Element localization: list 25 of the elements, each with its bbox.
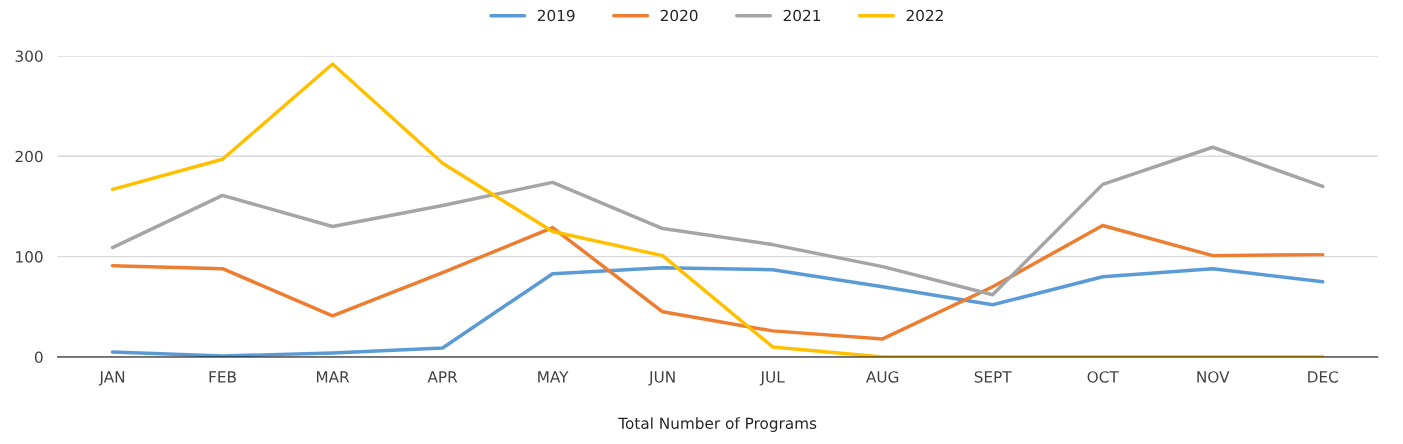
x-tick-label: SEPT bbox=[974, 371, 1012, 383]
x-tick-label: MAY bbox=[538, 371, 569, 383]
legend-label: 2020 bbox=[660, 9, 698, 22]
x-tick-label: APR bbox=[427, 371, 458, 383]
x-tick-label: MAR bbox=[316, 371, 350, 383]
x-axis-title: Total Number of Programs bbox=[618, 417, 817, 432]
line-series bbox=[110, 265, 1325, 357]
x-tick-label: OCT bbox=[1087, 371, 1119, 383]
y-tick-label: 100 bbox=[16, 251, 43, 263]
x-tick-label: FEB bbox=[209, 371, 236, 383]
y-tick-label: 300 bbox=[15, 50, 43, 62]
x-tick-label: JAN bbox=[98, 371, 125, 386]
line-series bbox=[110, 62, 1325, 357]
legend-label: 2021 bbox=[783, 9, 821, 22]
x-tick-label: NOV bbox=[1197, 371, 1230, 383]
y-tick-label: 0 bbox=[34, 351, 43, 363]
x-tick-label: JUN bbox=[648, 371, 675, 386]
x-tick-label: DEC bbox=[1308, 371, 1338, 383]
y-tick-label: 200 bbox=[15, 150, 43, 163]
legend-label: 2019 bbox=[537, 9, 575, 22]
x-tick-label: JUL bbox=[759, 371, 785, 386]
x-tick-label: AUG bbox=[866, 371, 899, 383]
line-series bbox=[110, 223, 1325, 341]
legend-label: 2022 bbox=[906, 9, 943, 22]
line-series bbox=[110, 145, 1325, 297]
